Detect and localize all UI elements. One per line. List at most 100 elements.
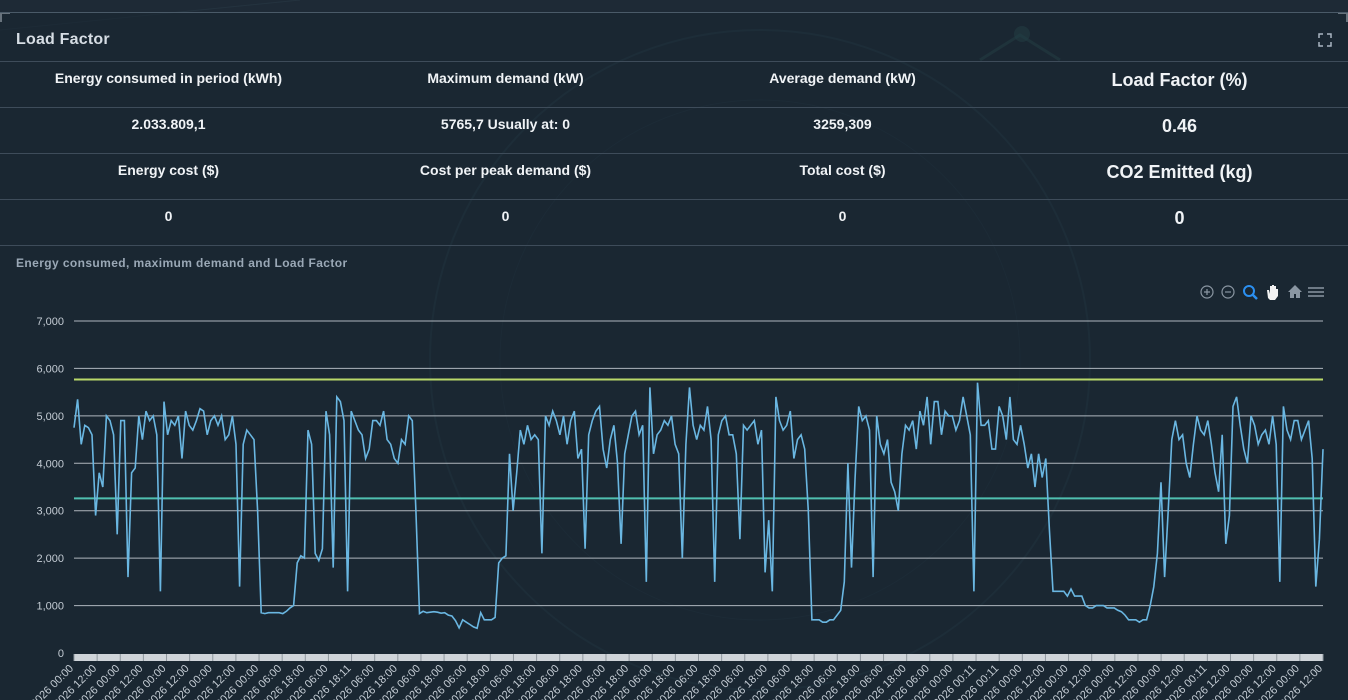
data-point (736, 453, 737, 454)
data-point (1045, 458, 1046, 459)
kpi-label: CO2 Emitted (kg) (1011, 153, 1348, 200)
data-point (988, 420, 989, 421)
data-point (88, 427, 89, 428)
data-point (721, 420, 722, 421)
data-point (228, 434, 229, 435)
data-point (185, 411, 186, 412)
data-point (664, 420, 665, 421)
data-point (477, 628, 478, 629)
panel-title: Load Factor (16, 31, 110, 48)
data-point (135, 467, 136, 468)
selection-zoom-icon[interactable] (1243, 285, 1258, 300)
data-point (1211, 444, 1212, 445)
data-point (1009, 396, 1010, 397)
data-point (401, 439, 402, 440)
data-point (394, 458, 395, 459)
data-point (631, 415, 632, 416)
data-point (563, 415, 564, 416)
data-point (1236, 396, 1237, 397)
data-point (473, 626, 474, 627)
data-point (469, 624, 470, 625)
data-point (696, 439, 697, 440)
data-point (682, 558, 683, 559)
menu-icon[interactable] (1308, 287, 1324, 297)
data-point (635, 411, 636, 412)
data-point (257, 510, 258, 511)
data-point (523, 444, 524, 445)
data-point (599, 406, 600, 407)
data-point (77, 399, 78, 400)
data-point (1272, 415, 1273, 416)
data-point (797, 439, 798, 440)
data-point (865, 415, 866, 416)
data-point (513, 510, 514, 511)
data-point (1308, 420, 1309, 421)
data-point (171, 420, 172, 421)
data-point (808, 510, 809, 511)
data-point (883, 453, 884, 454)
data-point (973, 591, 974, 592)
data-point (203, 411, 204, 412)
data-point (509, 453, 510, 454)
data-point (347, 591, 348, 592)
data-point (343, 420, 344, 421)
data-point (693, 425, 694, 426)
data-point (945, 411, 946, 412)
data-point (113, 434, 114, 435)
data-point (1164, 577, 1165, 578)
data-point (448, 615, 449, 616)
data-point (1110, 607, 1111, 608)
data-point (624, 453, 625, 454)
data-point (1042, 477, 1043, 478)
data-point (315, 553, 316, 554)
data-point (1013, 439, 1014, 440)
data-point (1250, 415, 1251, 416)
data-point (833, 619, 834, 620)
data-point (585, 548, 586, 549)
y-tick-label: 7,000 (36, 316, 64, 328)
data-point (1229, 515, 1230, 516)
data-point (1322, 449, 1323, 450)
data-point (1067, 596, 1068, 597)
data-point (131, 472, 132, 473)
zoom-in-icon[interactable] (1200, 285, 1214, 299)
data-point (379, 425, 380, 426)
data-point (1114, 607, 1115, 608)
kpi-value: 0 (1011, 199, 1348, 246)
data-point (1024, 444, 1025, 445)
data-point (430, 612, 431, 613)
data-point (1258, 444, 1259, 445)
data-point (466, 622, 467, 623)
data-point (844, 581, 845, 582)
data-point (221, 415, 222, 416)
data-point (1142, 619, 1143, 620)
data-point (1214, 472, 1215, 473)
data-point (275, 612, 276, 613)
data-point (358, 430, 359, 431)
reset-zoom-icon[interactable] (1288, 285, 1302, 298)
fullscreen-icon[interactable] (1318, 33, 1332, 47)
data-point (685, 444, 686, 445)
data-point (531, 439, 532, 440)
data-point (675, 444, 676, 445)
data-point (390, 444, 391, 445)
data-point (761, 430, 762, 431)
data-point (1200, 430, 1201, 431)
data-point (286, 611, 287, 612)
zoom-out-icon[interactable] (1221, 285, 1235, 299)
data-point (657, 434, 658, 435)
data-point (801, 434, 802, 435)
data-point (653, 453, 654, 454)
data-point (739, 539, 740, 540)
kpi-label: Maximum demand (kW) (337, 62, 674, 108)
kpi-label-row: Energy consumed in period (kWh) Maximum … (0, 62, 1348, 108)
data-point (480, 612, 481, 613)
data-point (487, 619, 488, 620)
data-point (1099, 605, 1100, 606)
data-point (621, 543, 622, 544)
data-point (959, 420, 960, 421)
data-point (876, 415, 877, 416)
data-point (837, 615, 838, 616)
pan-icon[interactable] (1267, 285, 1278, 300)
data-point (1168, 510, 1169, 511)
